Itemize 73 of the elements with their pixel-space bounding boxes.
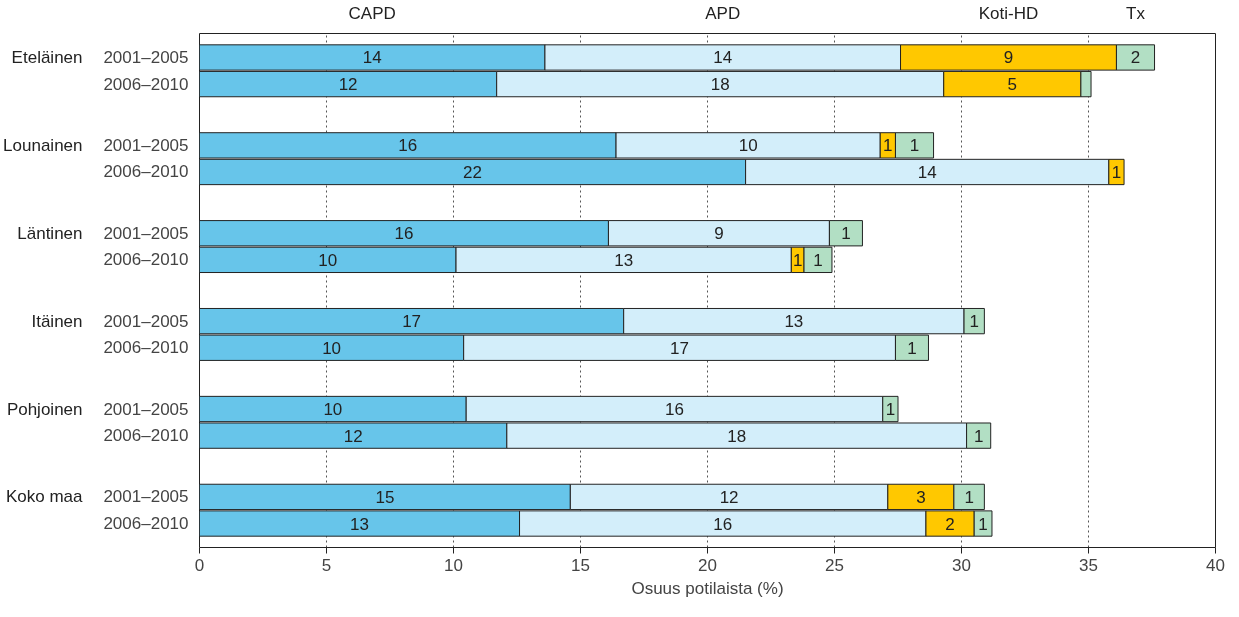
text: Eteläinen	[11, 47, 83, 67]
data-label: 14	[362, 48, 382, 68]
text: Koko maa	[5, 487, 84, 507]
data-label: 16	[713, 514, 733, 534]
data-label: 13	[350, 514, 369, 534]
data-label: 1	[964, 487, 974, 507]
x-tick-label: 15	[571, 555, 590, 575]
text: Läntinen	[17, 223, 83, 243]
data-label: 10	[323, 400, 343, 420]
y-tick-label: 2001–2005	[103, 311, 189, 331]
data-label: 18	[710, 75, 730, 95]
data-label: 17	[670, 338, 690, 358]
y-tick-label: 2006–2010	[103, 162, 189, 182]
data-label: 2	[1130, 48, 1141, 68]
data-label: 18	[727, 426, 747, 446]
data-label: 2	[945, 514, 955, 534]
text: Pohjoinen	[6, 399, 83, 419]
x-tick-label: 30	[952, 555, 971, 575]
data-label: 10	[322, 338, 342, 358]
data-label: 1	[909, 136, 920, 156]
y-tick-label: 2006–2010	[103, 514, 189, 534]
data-label: 12	[343, 426, 363, 446]
x-tick-label: 10	[444, 555, 463, 575]
text: Lounainen	[3, 135, 83, 155]
data-label: 17	[402, 312, 422, 332]
y-tick-label: 2006–2010	[103, 74, 189, 94]
y-tick-label: 2006–2010	[103, 250, 189, 270]
data-label: 5	[1007, 75, 1018, 95]
data-label: 1	[969, 312, 979, 332]
y-tick-label: 2006–2010	[103, 426, 189, 446]
y-tick-label: 2001–2005	[103, 135, 189, 155]
data-label: 3	[916, 487, 926, 507]
data-label: 22	[463, 162, 483, 182]
data-label: 1	[885, 400, 896, 420]
y-tick-label: 2001–2005	[103, 223, 189, 243]
x-tick-label: 0	[194, 555, 205, 575]
data-label: 1	[907, 338, 917, 358]
data-label: 13	[614, 250, 634, 270]
series-label: Tx	[1126, 3, 1146, 23]
data-label: 10	[738, 136, 758, 156]
x-tick-label: 5	[321, 555, 332, 575]
series-label: CAPD	[348, 3, 396, 23]
data-label: 13	[784, 312, 804, 332]
data-label: 12	[338, 75, 358, 95]
data-label: 14	[917, 162, 937, 182]
data-label: 12	[719, 487, 739, 507]
data-label: 9	[714, 224, 724, 244]
y-tick-label: 2006–2010	[103, 338, 189, 358]
x-tick-label: 20	[698, 555, 717, 575]
data-label: 10	[318, 250, 338, 270]
data-label: 16	[394, 224, 414, 244]
data-label: 1	[1111, 162, 1122, 182]
series-label: APD	[705, 3, 741, 23]
data-label: 1	[978, 514, 988, 534]
data-label: 14	[713, 48, 733, 68]
y-tick-label: 2001–2005	[103, 399, 189, 419]
x-tick-label: 40	[1206, 555, 1225, 575]
data-label: 16	[665, 400, 684, 420]
x-axis-title: Osuus potilaista (%)	[631, 578, 784, 598]
data-label: 16	[398, 136, 418, 156]
series-label: Koti-HD	[978, 3, 1039, 23]
data-label: 15	[375, 487, 395, 507]
y-tick-label: 2001–2005	[103, 487, 189, 507]
data-label: 1	[883, 136, 893, 156]
x-tick-label: 35	[1079, 555, 1098, 575]
data-label: 1	[841, 224, 851, 244]
text: Itäinen	[31, 311, 83, 331]
y-tick-label: 2001–2005	[103, 47, 189, 67]
data-label: 1	[973, 426, 984, 446]
x-tick-label: 25	[825, 555, 844, 575]
data-label: 1	[792, 250, 803, 270]
data-label: 1	[813, 250, 823, 270]
data-label: 9	[1003, 48, 1014, 68]
